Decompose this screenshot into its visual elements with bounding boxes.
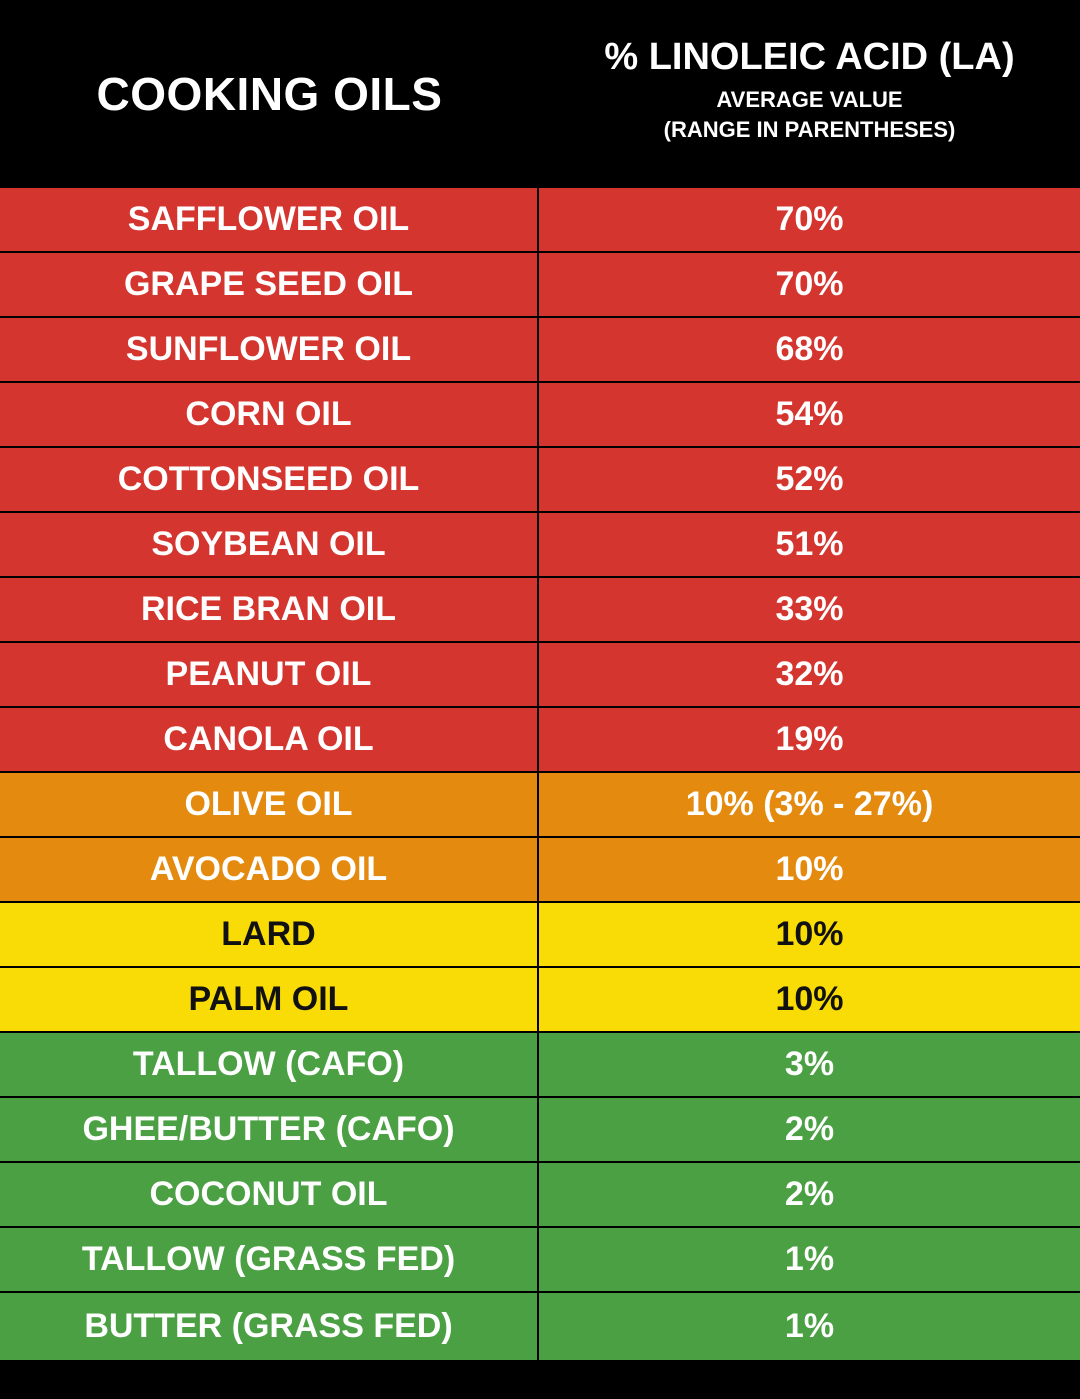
la-value-cell: 68%: [775, 330, 844, 368]
la-header-subtitle: AVERAGE VALUE: [716, 87, 903, 112]
oil-name-cell: SOYBEAN OIL: [0, 513, 539, 576]
la-value-cell: 1%: [784, 1240, 835, 1278]
la-value-cell: 10%: [775, 980, 844, 1018]
oil-name-cell: GRAPE SEED OIL: [0, 253, 539, 316]
table-row: TALLOW (CAFO) 3%: [0, 1033, 1080, 1098]
la-header-range-note: (RANGE IN PARENTHESES): [663, 117, 956, 142]
oil-name-cell: COCONUT OIL: [0, 1163, 539, 1226]
la-value-cell: 51%: [775, 525, 844, 563]
la-value-cell: 70%: [775, 265, 844, 303]
table-row: COTTONSEED OIL 52%: [0, 448, 1080, 513]
column-header-oils: COOKING OILS: [96, 68, 443, 120]
table-row: TALLOW (GRASS FED) 1%: [0, 1228, 1080, 1293]
table-row: SAFFLOWER OIL 70%: [0, 188, 1080, 253]
oil-name-cell: SUNFLOWER OIL: [0, 318, 539, 381]
table-row: GHEE/BUTTER (CAFO) 2%: [0, 1098, 1080, 1163]
la-value-cell: 2%: [784, 1110, 835, 1148]
oil-name-cell: TALLOW (CAFO): [0, 1033, 539, 1096]
la-value-cell: 1%: [784, 1307, 835, 1345]
oil-name-cell: TALLOW (GRASS FED): [0, 1228, 539, 1291]
la-value-cell: 2%: [784, 1175, 835, 1213]
table-row: BUTTER (GRASS FED) 1%: [0, 1293, 1080, 1362]
oil-name-cell: COTTONSEED OIL: [0, 448, 539, 511]
table-row: GRAPE SEED OIL 70%: [0, 253, 1080, 318]
la-value-cell: 32%: [775, 655, 844, 693]
table-row: COCONUT OIL 2%: [0, 1163, 1080, 1228]
table-row: OLIVE OIL 10% (3% - 27%): [0, 773, 1080, 838]
oil-name-cell: OLIVE OIL: [0, 773, 539, 836]
table-header: COOKING OILS % LINOLEIC ACID (LA) AVERAG…: [0, 0, 1080, 188]
oil-name-cell: BUTTER (GRASS FED): [0, 1293, 539, 1360]
la-value-cell: 33%: [775, 590, 844, 628]
la-value-cell: 10%: [775, 850, 844, 888]
table-row: SUNFLOWER OIL 68%: [0, 318, 1080, 383]
oil-name-cell: PEANUT OIL: [0, 643, 539, 706]
table-row: RICE BRAN OIL 33%: [0, 578, 1080, 643]
table-row: CANOLA OIL 19%: [0, 708, 1080, 773]
table-body: SAFFLOWER OIL 70% GRAPE SEED OIL 70% SUNFLOW…: [0, 188, 1080, 1362]
oil-name-cell: CANOLA OIL: [0, 708, 539, 771]
table-row: SOYBEAN OIL 51%: [0, 513, 1080, 578]
oil-name-cell: RICE BRAN OIL: [0, 578, 539, 641]
la-value-cell: 19%: [775, 720, 844, 758]
column-header-la: % LINOLEIC ACID (LA) AVERAGE VALUE (RANG…: [539, 0, 1080, 188]
la-value-cell: 10%: [775, 915, 844, 953]
la-value-cell: 3%: [784, 1045, 835, 1083]
oil-name-cell: AVOCADO OIL: [0, 838, 539, 901]
la-value-cell: 10% (3% - 27%): [685, 785, 934, 823]
la-header-title: % LINOLEIC ACID (LA): [604, 36, 1015, 78]
oil-name-cell: SAFFLOWER OIL: [0, 188, 539, 251]
table-row: PEANUT OIL 32%: [0, 643, 1080, 708]
la-value-cell: 52%: [775, 460, 844, 498]
la-value-cell: 54%: [775, 395, 844, 433]
table-row: AVOCADO OIL 10%: [0, 838, 1080, 903]
oil-name-cell: LARD: [0, 903, 539, 966]
table-row: LARD 10%: [0, 903, 1080, 968]
oil-name-cell: PALM OIL: [0, 968, 539, 1031]
table-row: PALM OIL 10%: [0, 968, 1080, 1033]
oil-name-cell: GHEE/BUTTER (CAFO): [0, 1098, 539, 1161]
la-value-cell: 70%: [775, 200, 844, 238]
table-row: CORN OIL 54%: [0, 383, 1080, 448]
oil-name-cell: CORN OIL: [0, 383, 539, 446]
